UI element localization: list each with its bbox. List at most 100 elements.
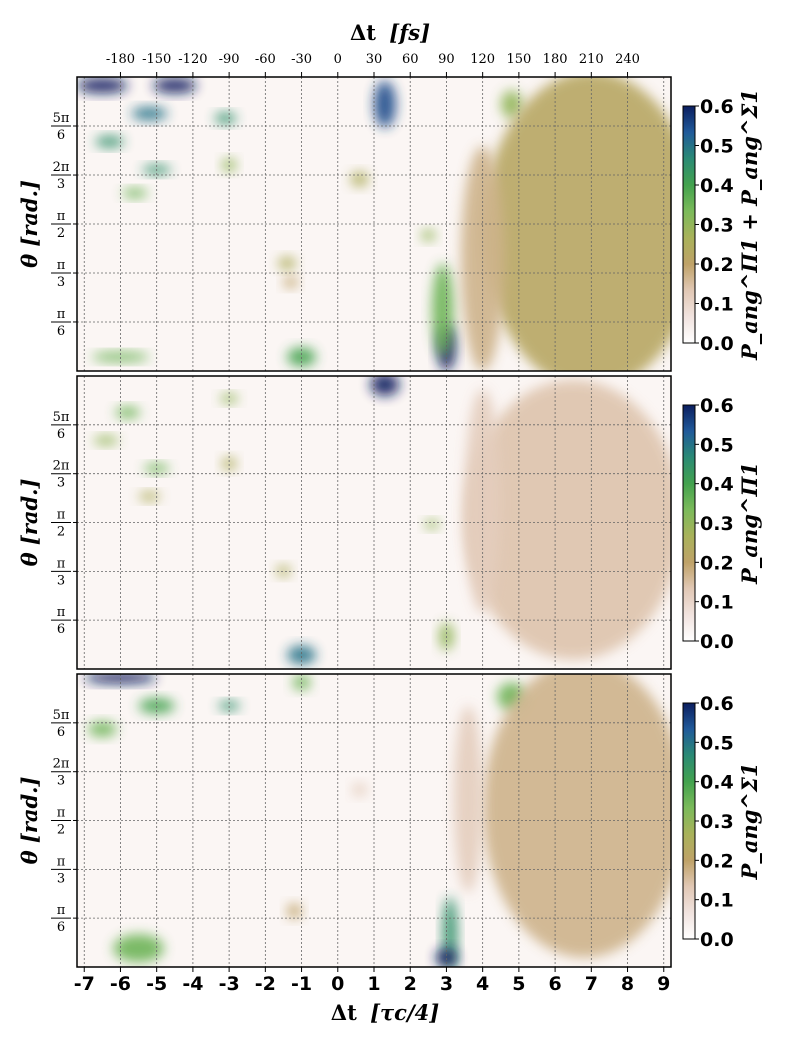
heatmap-blob: [424, 519, 440, 530]
heatmap-blob: [218, 701, 240, 711]
heatmap-blob: [350, 171, 369, 187]
heatmap-blob: [352, 783, 367, 797]
y-tick-numerator: π: [57, 209, 66, 224]
heatmap-blob: [500, 90, 523, 119]
top-tick-label: 120: [470, 52, 495, 67]
top-tick-label: -120: [178, 52, 207, 67]
y-tick-numerator: 2π: [53, 160, 70, 175]
bottom-tick-label: -1: [291, 973, 312, 995]
y-tick-denominator: 3: [57, 177, 65, 192]
bottom-tick-label: 5: [512, 973, 525, 995]
heatmap-blob: [221, 457, 237, 471]
colorbar-tick-label: 0.3: [700, 811, 734, 833]
heatmap-field: [77, 77, 671, 371]
bottom-tick-label: -6: [110, 973, 131, 995]
bottom-tick-label: 1: [367, 973, 380, 995]
heatmap-blob: [276, 565, 291, 577]
colorbar-tick-label: 0.6: [700, 693, 734, 715]
grid-lines: [77, 674, 671, 967]
y-tick-numerator: 2π: [53, 757, 70, 772]
colorbar-ticks: 0.6 0.5 0.4 0.3 0.2 0.1 0.0: [695, 693, 734, 951]
top-axis-label-main: Δt: [350, 20, 376, 45]
y-tick-denominator: 3: [57, 476, 65, 491]
colorbar-tick-label: 0.2: [700, 850, 734, 872]
y-tick-denominator: 6: [57, 128, 65, 143]
y-tick-numerator: π: [57, 258, 66, 273]
colorbar: [682, 105, 696, 344]
bottom-axis-label-unit: [τc/4]: [370, 1000, 439, 1025]
svg-text:Δt [fs]: Δt [fs]: [350, 20, 430, 45]
heatmap-blob: [421, 229, 436, 241]
bottom-tick-label: 4: [476, 973, 489, 995]
colorbar: [682, 404, 696, 642]
heatmap-blob: [431, 263, 454, 357]
grid-lines: [77, 376, 671, 669]
y-tick-numerator: π: [57, 507, 66, 522]
colorbar-ticks: 0.6 0.5 0.4 0.3 0.2 0.1 0.0: [695, 96, 734, 355]
colorbar-tick-label: 0.1: [700, 592, 734, 614]
heatmap-blob: [122, 188, 148, 198]
y-tick-denominator: 6: [57, 324, 65, 339]
heatmap-blob: [374, 80, 396, 128]
heatmap-blob: [115, 406, 141, 419]
top-tick-label: 0: [334, 52, 342, 67]
top-tick-label: -60: [255, 52, 276, 67]
colorbar-tick-label: 0.6: [700, 96, 734, 118]
colorbar-label: P_ang^Π1: [737, 462, 762, 585]
colorbar-tick-label: 0.3: [700, 513, 734, 535]
colorbar-tick-label: 0.0: [700, 631, 734, 653]
heatmap-blob: [287, 903, 302, 919]
top-tick-label: 150: [506, 52, 531, 67]
y-tick-numerator: 5π: [53, 111, 70, 126]
y-axis-label: θ [rad.]: [17, 180, 42, 268]
colorbar-tick-label: 0.5: [700, 732, 734, 754]
colorbar-tick-label: 0.0: [700, 929, 734, 951]
bottom-axis-title: Δt [τc/4]: [331, 1000, 439, 1025]
top-tick-label: 210: [579, 52, 604, 67]
bottom-tick-label: 3: [440, 973, 453, 995]
heatmap-blob: [95, 136, 125, 148]
top-tick-label: 180: [543, 52, 568, 67]
heatmap-blob: [435, 948, 458, 967]
top-tick-label: -150: [142, 52, 171, 67]
bottom-tick-label: -4: [182, 973, 203, 995]
top-axis-label-unit: [fs]: [389, 20, 430, 45]
top-axis-ticks: -180 -150 -120 -90 -60 -30 0 30 60 90 120 150 180 210…: [106, 52, 640, 77]
top-tick-label: 90: [438, 52, 455, 67]
y-tick-numerator: π: [57, 605, 66, 620]
y-tick-denominator: 6: [57, 622, 65, 637]
colorbar-tick-label: 0.5: [700, 434, 734, 456]
heatmap-blob: [87, 721, 117, 737]
y-tick-denominator: 2: [57, 226, 65, 241]
colorbar-label: P_ang^Σ1: [737, 763, 762, 881]
colorbar-tick-label: 0.5: [700, 136, 734, 158]
y-tick-numerator: 2π: [53, 459, 70, 474]
heatmap-blob: [91, 352, 150, 362]
heatmap-blob: [464, 379, 671, 660]
colorbar: [682, 702, 696, 940]
bottom-tick-label: -7: [74, 973, 95, 995]
heatmap-blob: [278, 256, 297, 270]
heatmap-blob: [153, 78, 197, 94]
y-tick-denominator: 3: [57, 573, 65, 588]
heatmap-blob: [287, 645, 317, 665]
colorbar-tick-label: 0.4: [700, 474, 734, 496]
top-tick-label: -180: [106, 52, 135, 67]
heatmap-blob: [287, 347, 317, 367]
y-tick-denominator: 3: [57, 774, 65, 789]
colorbar-ticks: 0.6 0.5 0.4 0.3 0.2 0.1 0.0: [695, 395, 734, 653]
heatmap-blob: [482, 77, 671, 371]
y-tick-numerator: 5π: [53, 410, 70, 425]
colorbar-tick-label: 0.4: [700, 175, 734, 197]
bottom-tick-label: -2: [255, 973, 276, 995]
y-axis-label: θ [rad.]: [17, 777, 42, 865]
bottom-tick-label: 7: [585, 973, 598, 995]
svg-text:Δt [τc/4]: Δt [τc/4]: [331, 1000, 439, 1025]
y-tick-denominator: 6: [57, 725, 65, 740]
